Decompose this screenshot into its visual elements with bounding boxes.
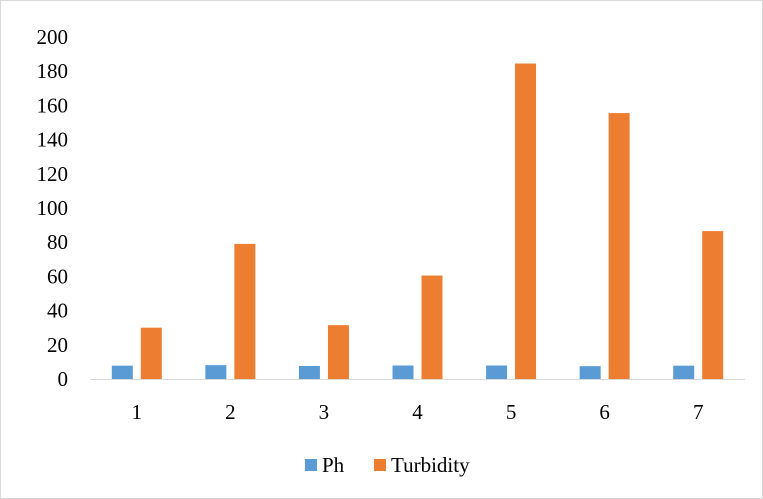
bar-ph-2 [205, 365, 227, 379]
bar-turbidity-5 [515, 63, 537, 379]
bar-ph-5 [486, 365, 508, 379]
legend-swatch-ph [305, 459, 317, 471]
y-tick-label: 120 [37, 162, 69, 186]
bar-turbidity-4 [421, 275, 443, 379]
legend: Ph Turbidity [305, 453, 470, 477]
y-tick-label: 100 [37, 196, 69, 220]
bar-turbidity-7 [702, 231, 724, 379]
bars [111, 63, 724, 379]
y-tick-label: 0 [58, 367, 69, 391]
bar-ph-7 [673, 365, 695, 379]
y-tick-label: 60 [47, 264, 68, 288]
bar-turbidity-2 [234, 243, 256, 379]
y-tick-label: 180 [37, 59, 69, 83]
bar-ph-1 [111, 365, 133, 379]
x-category-label: 5 [506, 400, 517, 424]
y-tick-label: 80 [47, 230, 68, 254]
bar-ph-3 [298, 366, 320, 379]
bar-ph-6 [579, 366, 601, 379]
x-category-label: 6 [599, 400, 610, 424]
legend-label-turbidity: Turbidity [391, 453, 470, 477]
bar-turbidity-6 [608, 113, 630, 379]
x-category-label: 7 [693, 400, 704, 424]
x-category-label: 1 [132, 400, 143, 424]
x-category-label: 2 [225, 400, 236, 424]
y-tick-label: 140 [37, 128, 69, 152]
x-category-label: 3 [319, 400, 330, 424]
y-axis-tick-labels: 0 20 40 60 80 100 120 140 160 180 200 [37, 25, 69, 391]
x-axis-category-labels: 1 2 3 4 5 6 7 [132, 400, 704, 424]
legend-label-ph: Ph [322, 453, 345, 477]
y-tick-label: 40 [47, 299, 68, 323]
bar-ph-4 [392, 365, 414, 379]
bar-turbidity-3 [327, 325, 349, 379]
bar-turbidity-1 [140, 327, 162, 379]
y-tick-label: 20 [47, 333, 68, 357]
y-tick-label: 200 [37, 25, 69, 49]
x-category-label: 4 [412, 400, 423, 424]
legend-swatch-turbidity [374, 459, 386, 471]
y-tick-label: 160 [37, 93, 69, 117]
